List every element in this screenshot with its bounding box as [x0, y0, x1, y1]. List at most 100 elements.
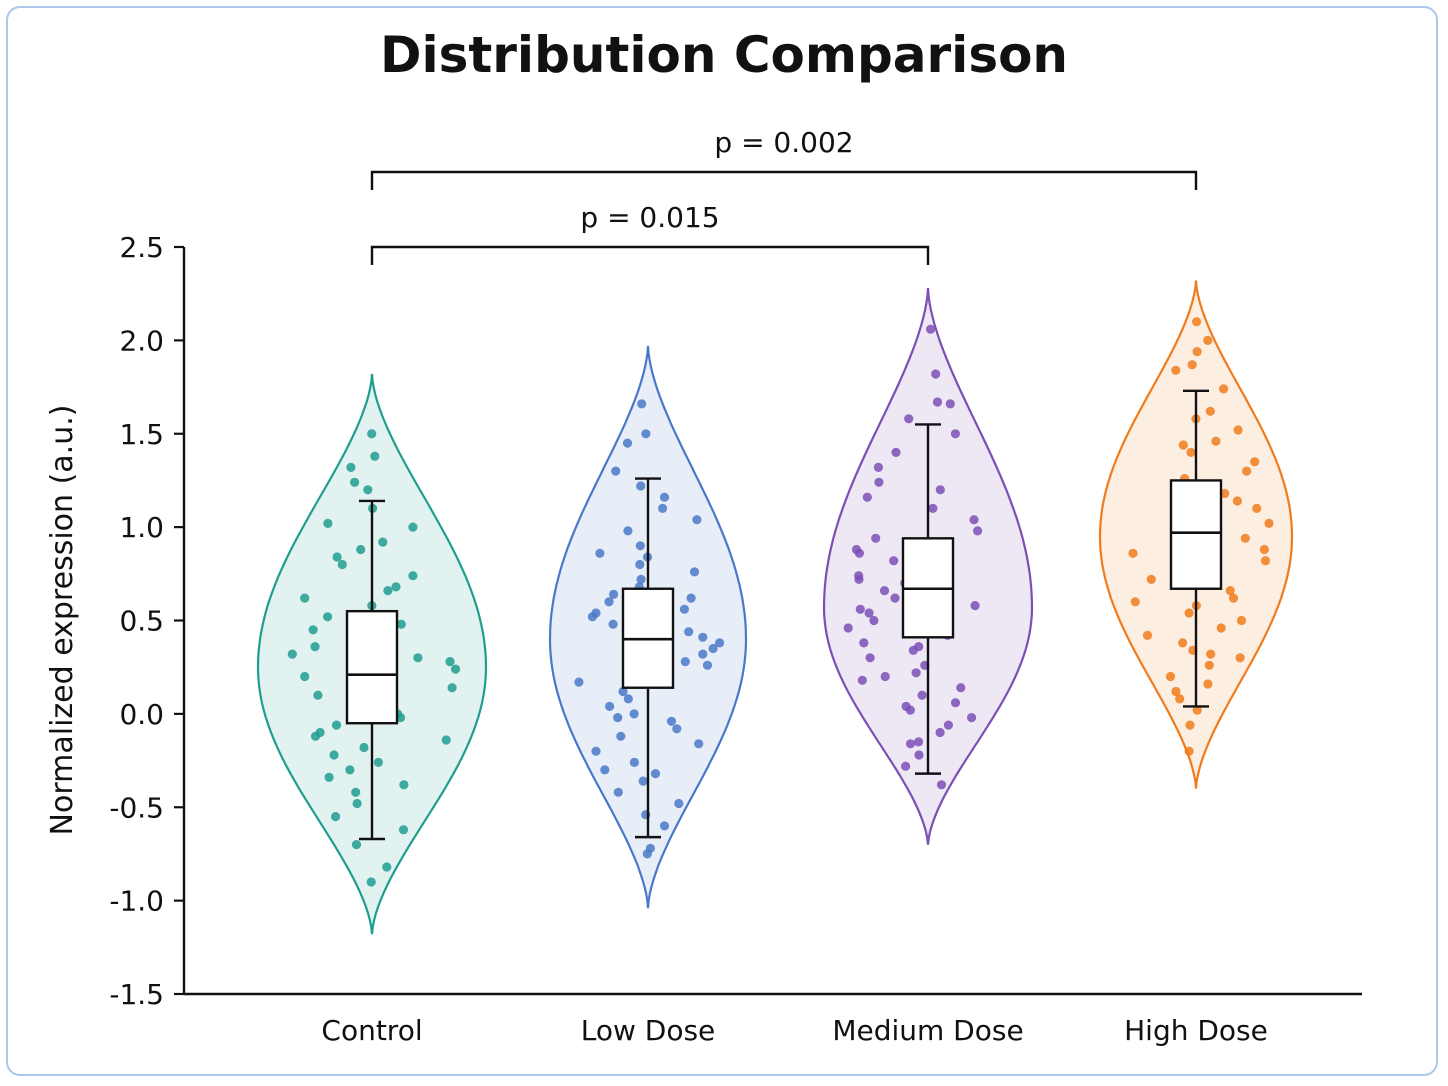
data-point-low-dose — [698, 649, 708, 659]
data-point-low-dose — [650, 769, 661, 779]
data-point-high-dose — [1220, 488, 1230, 499]
significance-layer: p = 0.002 p = 0.015 — [370, 126, 1198, 265]
data-point-medium-dose — [931, 369, 941, 379]
data-point-medium-dose — [857, 675, 867, 685]
data-point-low-dose — [608, 619, 618, 629]
data-point-high-dose — [1233, 425, 1243, 435]
data-point-medium-dose — [859, 638, 869, 648]
data-point-high-dose — [1203, 679, 1213, 689]
data-point-control — [323, 518, 333, 529]
y-tick-label: -0.5 — [109, 791, 164, 824]
y-tick-label: 2.0 — [119, 324, 164, 357]
y-tick-label: 1.5 — [119, 418, 164, 451]
y-tick-label: 2.5 — [119, 231, 164, 264]
data-point-medium-dose — [905, 739, 916, 749]
data-point-control — [346, 462, 356, 472]
data-point-control — [352, 798, 362, 809]
data-point-high-dose — [1242, 466, 1252, 476]
data-point-high-dose — [1252, 503, 1262, 513]
data-point-low-dose — [686, 593, 696, 603]
data-point-control — [300, 593, 310, 603]
data-point-low-dose — [692, 515, 702, 525]
significance-bracket — [370, 170, 1198, 190]
data-point-high-dose — [1192, 347, 1202, 357]
data-point-control — [378, 537, 388, 547]
data-point-medium-dose — [914, 750, 924, 760]
data-point-control — [441, 735, 451, 745]
data-point-low-dose — [658, 503, 668, 513]
data-point-high-dose — [1185, 720, 1195, 730]
x-tick-label-medium-dose: Medium Dose — [832, 1014, 1023, 1047]
data-point-control — [323, 612, 333, 622]
data-point-control — [370, 451, 380, 461]
y-tick-label: -1.0 — [109, 885, 164, 918]
data-point-low-dose — [591, 746, 601, 756]
data-point-low-dose — [600, 765, 610, 775]
data-point-control — [373, 757, 383, 768]
data-point-medium-dose — [865, 653, 875, 663]
data-point-low-dose — [622, 438, 633, 448]
data-point-control — [350, 477, 360, 487]
data-point-medium-dose — [880, 671, 890, 682]
data-point-low-dose — [659, 492, 670, 502]
data-point-control — [310, 731, 321, 741]
data-point-control — [331, 812, 341, 822]
data-point-medium-dose — [917, 690, 927, 700]
data-point-high-dose — [1142, 630, 1153, 641]
data-point-medium-dose — [862, 492, 872, 502]
data-point-control — [445, 657, 455, 667]
y-tick-label: 1.0 — [119, 511, 164, 544]
x-tick-label-control: Control — [321, 1014, 422, 1047]
data-point-low-dose — [623, 694, 633, 704]
data-point-control — [408, 571, 418, 581]
data-point-high-dose — [1240, 533, 1250, 543]
y-axis-label: Normalized expression (a.u.) — [45, 405, 80, 836]
data-point-high-dose — [1250, 457, 1260, 467]
data-point-high-dose — [1216, 623, 1226, 633]
data-point-low-dose — [689, 567, 700, 577]
data-point-medium-dose — [969, 515, 979, 525]
data-point-control — [399, 780, 409, 790]
data-point-medium-dose — [950, 429, 961, 439]
violins-layer — [256, 280, 1294, 935]
data-point-low-dose — [591, 608, 601, 618]
data-point-low-dose — [629, 757, 640, 768]
data-point-control — [398, 825, 409, 835]
data-point-medium-dose — [911, 668, 921, 678]
data-point-high-dose — [1259, 544, 1269, 555]
data-point-medium-dose — [945, 399, 955, 409]
data-point-medium-dose — [950, 698, 961, 708]
data-point-high-dose — [1192, 317, 1202, 327]
data-point-low-dose — [618, 686, 628, 697]
data-point-control — [408, 522, 418, 532]
data-point-low-dose — [636, 574, 646, 585]
data-point-medium-dose — [869, 615, 879, 626]
data-point-low-dose — [702, 660, 713, 670]
data-point-low-dose — [616, 731, 626, 741]
data-point-control — [331, 720, 342, 730]
significance-bracket — [370, 245, 930, 265]
data-point-low-dose — [613, 713, 623, 723]
data-point-high-dose — [1232, 496, 1242, 506]
data-point-control — [345, 765, 355, 775]
data-point-low-dose — [613, 787, 623, 797]
data-point-medium-dose — [936, 780, 947, 790]
box-control — [345, 609, 399, 725]
data-point-control — [383, 586, 393, 596]
data-point-medium-dose — [891, 447, 901, 457]
data-point-medium-dose — [973, 526, 983, 536]
y-tick-label: 0.0 — [119, 698, 164, 731]
data-point-medium-dose — [890, 593, 900, 603]
data-point-low-dose — [605, 701, 615, 712]
data-point-control — [310, 642, 320, 652]
data-point-medium-dose — [889, 556, 899, 566]
data-point-control — [308, 625, 318, 635]
data-point-high-dose — [1130, 597, 1140, 607]
data-point-high-dose — [1171, 686, 1181, 697]
data-point-low-dose — [635, 559, 645, 570]
data-point-medium-dose — [935, 727, 945, 738]
significance-label: p = 0.015 — [580, 201, 719, 234]
data-point-medium-dose — [864, 608, 874, 618]
data-point-high-dose — [1219, 384, 1229, 394]
